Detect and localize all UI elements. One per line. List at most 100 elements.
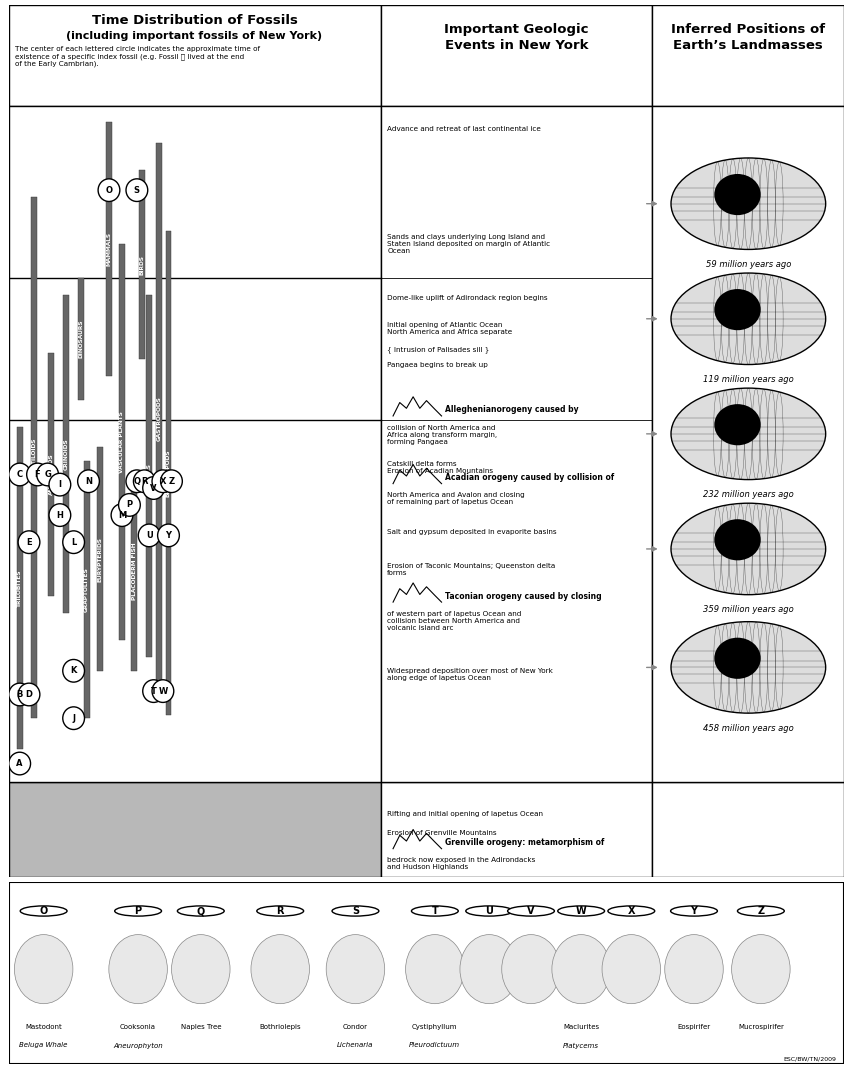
- Bar: [49, 353, 55, 597]
- Text: bedrock now exposed in the Adirondacks
and Hudson Highlands: bedrock now exposed in the Adirondacks a…: [387, 857, 535, 870]
- Ellipse shape: [14, 934, 72, 1004]
- Text: X: X: [627, 907, 634, 916]
- Circle shape: [607, 905, 654, 916]
- Text: North America and Avalon and closing
of remaining part of Iapetus Ocean: North America and Avalon and closing of …: [387, 493, 524, 506]
- Circle shape: [118, 494, 140, 516]
- Circle shape: [63, 531, 84, 554]
- Text: T: T: [151, 686, 157, 696]
- Circle shape: [26, 463, 49, 485]
- Text: Condor: Condor: [343, 1024, 367, 1031]
- Text: W: W: [575, 907, 586, 916]
- Ellipse shape: [671, 503, 825, 594]
- Text: GASTROPODS: GASTROPODS: [157, 397, 162, 441]
- Circle shape: [98, 179, 119, 201]
- Circle shape: [737, 905, 783, 916]
- Text: Cooksonia: Cooksonia: [120, 1024, 156, 1031]
- Circle shape: [557, 905, 604, 916]
- Circle shape: [152, 470, 174, 493]
- Ellipse shape: [671, 273, 825, 365]
- Ellipse shape: [459, 934, 518, 1004]
- Circle shape: [142, 477, 164, 499]
- Text: Erosion of Grenville Mountains: Erosion of Grenville Mountains: [387, 831, 496, 836]
- Text: M: M: [118, 511, 126, 520]
- Text: Important Geologic
Events in New York: Important Geologic Events in New York: [444, 22, 588, 51]
- Text: Grenville orogeny: metamorphism of: Grenville orogeny: metamorphism of: [445, 838, 603, 847]
- Bar: [380, 5, 652, 106]
- Bar: [156, 143, 162, 695]
- Circle shape: [63, 660, 84, 682]
- Text: GRAPTOLITES: GRAPTOLITES: [84, 568, 89, 611]
- Text: O: O: [106, 186, 112, 195]
- Text: MAMMALS: MAMMALS: [106, 232, 112, 266]
- Bar: [652, 106, 843, 783]
- Circle shape: [20, 905, 67, 916]
- Bar: [140, 170, 145, 359]
- Text: VASCULAR PLANTS: VASCULAR PLANTS: [119, 412, 124, 474]
- Text: Platycems: Platycems: [562, 1042, 598, 1049]
- Ellipse shape: [664, 934, 722, 1004]
- Ellipse shape: [551, 934, 610, 1004]
- Text: Dome-like uplift of Adirondack region begins: Dome-like uplift of Adirondack region be…: [387, 295, 547, 301]
- Ellipse shape: [671, 388, 825, 480]
- Circle shape: [18, 683, 40, 706]
- Text: (including important fossils of New York): (including important fossils of New York…: [66, 31, 322, 42]
- Text: K: K: [71, 666, 77, 676]
- Text: H: H: [56, 511, 63, 520]
- Circle shape: [138, 524, 160, 546]
- Text: P: P: [126, 500, 132, 510]
- Ellipse shape: [713, 174, 760, 215]
- Text: Z: Z: [168, 477, 175, 485]
- Text: Aneurophyton: Aneurophyton: [113, 1042, 163, 1049]
- Text: J: J: [72, 714, 75, 723]
- Text: Q: Q: [133, 477, 141, 485]
- Bar: [17, 428, 23, 748]
- Ellipse shape: [713, 520, 760, 560]
- Text: 119 million years ago: 119 million years ago: [702, 375, 792, 384]
- Ellipse shape: [325, 934, 384, 1004]
- Text: V: V: [527, 907, 534, 916]
- Text: NAUTILOIDS: NAUTILOIDS: [32, 438, 37, 477]
- Circle shape: [9, 463, 31, 485]
- Text: T: T: [431, 907, 438, 916]
- Text: B: B: [16, 690, 23, 699]
- Bar: [96, 448, 102, 670]
- Bar: [31, 197, 37, 718]
- Text: The center of each lettered circle indicates the approximate time of
existence o: The center of each lettered circle indic…: [15, 46, 260, 67]
- Text: S: S: [352, 907, 359, 916]
- Circle shape: [142, 680, 164, 702]
- Text: 59 million years ago: 59 million years ago: [705, 260, 790, 269]
- Text: U: U: [485, 907, 492, 916]
- Text: Taconian orogeny caused by closing: Taconian orogeny caused by closing: [445, 591, 601, 601]
- Text: N: N: [85, 477, 92, 485]
- Text: E: E: [26, 538, 32, 546]
- Text: Q: Q: [197, 907, 204, 916]
- Text: TRILOBITES: TRILOBITES: [17, 569, 22, 606]
- Circle shape: [78, 470, 100, 493]
- Text: Inferred Positions of
Earth’s Landmasses: Inferred Positions of Earth’s Landmasses: [671, 22, 825, 51]
- Circle shape: [37, 463, 59, 485]
- Ellipse shape: [406, 934, 463, 1004]
- Text: Time Distribution of Fossils: Time Distribution of Fossils: [91, 14, 297, 27]
- Text: Lichenaria: Lichenaria: [337, 1042, 373, 1049]
- Text: Acadian orogeny caused by collision of: Acadian orogeny caused by collision of: [445, 474, 613, 482]
- Text: 458 million years ago: 458 million years ago: [702, 724, 792, 732]
- Circle shape: [152, 680, 174, 702]
- Text: P: P: [135, 907, 141, 916]
- Text: AMMONOIDS: AMMONOIDS: [49, 453, 54, 495]
- Text: Y: Y: [689, 907, 697, 916]
- Text: U: U: [146, 531, 153, 540]
- Text: Initial opening of Atlantic Ocean
North America and Africa separate: Initial opening of Atlantic Ocean North …: [387, 323, 512, 336]
- Text: BRACHIOPODS: BRACHIOPODS: [166, 449, 170, 496]
- Circle shape: [114, 905, 161, 916]
- Text: I: I: [58, 480, 61, 490]
- Bar: [9, 106, 380, 783]
- Text: Mastodont: Mastodont: [26, 1024, 62, 1031]
- Text: A: A: [16, 759, 23, 768]
- Ellipse shape: [671, 158, 825, 249]
- Text: C: C: [16, 470, 23, 479]
- Text: R: R: [276, 907, 284, 916]
- Text: D: D: [26, 690, 32, 699]
- Bar: [146, 295, 152, 657]
- Text: Z: Z: [757, 907, 763, 916]
- Text: X: X: [159, 477, 166, 485]
